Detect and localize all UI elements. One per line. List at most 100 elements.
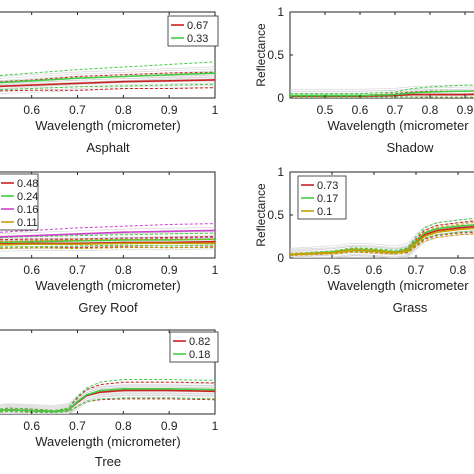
x-tick-label: 0.6 (23, 419, 40, 433)
series-4-point (122, 242, 125, 245)
series-1-point (411, 93, 414, 96)
series-3-point (76, 233, 79, 235)
background-spectrum (0, 244, 215, 249)
series-1-point (436, 229, 438, 232)
series-1-point (76, 82, 79, 85)
plot-area (290, 217, 474, 258)
x-tick-label: 0.9 (457, 103, 474, 117)
background-spectrum (0, 76, 215, 84)
background-spectrum (0, 397, 215, 414)
legend-label: 0.18 (189, 349, 210, 361)
series-2-point (168, 73, 171, 76)
x-tick-label: 0.8 (115, 419, 132, 433)
series-2-line (0, 387, 215, 413)
background-spectrum (0, 382, 215, 406)
series-3-upper-band (0, 223, 215, 233)
series-3-lower-band (290, 233, 474, 256)
background-spectrum (0, 227, 215, 235)
series-1-point (168, 389, 171, 392)
background-spectrum (290, 84, 474, 90)
y-tick-label: 1 (277, 165, 284, 179)
chart-panel-shadow: 0.5 0.6 0.7 0.8 0.9 0 0.5 1 Wavelength (micromet… (254, 5, 474, 155)
series-2-point (436, 227, 438, 230)
series-3-point (214, 229, 215, 232)
series-2-point (168, 387, 171, 390)
panel-caption: Shadow (387, 140, 435, 155)
legend-box (169, 331, 219, 363)
x-tick-label: 1 (212, 263, 219, 277)
series-2-point (85, 393, 88, 396)
series-2-point (53, 410, 56, 413)
panel-caption: Asphalt (86, 140, 130, 155)
series-2-point (7, 408, 10, 411)
background-spectrum (0, 244, 215, 248)
series-2-point (457, 225, 459, 228)
legend-label: 0.24 (17, 191, 38, 203)
panel-caption: Grey Roof (78, 300, 138, 315)
series-3-point (457, 228, 459, 231)
legend-label: 0.1 (317, 206, 332, 218)
legend-label: 0.82 (189, 336, 210, 348)
x-tick-label: 0.8 (450, 263, 467, 277)
series-4-point (214, 242, 215, 245)
legend-label: 0.16 (17, 204, 38, 216)
series-2-point (214, 72, 215, 74)
series-1-point (214, 79, 215, 81)
series-1-point (122, 80, 125, 83)
x-tick-label: 0.6 (366, 263, 383, 277)
legend-label: 0.17 (317, 193, 338, 205)
background-spectrum (0, 385, 215, 407)
series-1-point (214, 240, 215, 243)
series-2-point (429, 91, 431, 93)
series-3-point (436, 231, 438, 234)
series-4-point (76, 243, 79, 246)
background-spectrum (0, 236, 215, 240)
series-1-point (168, 79, 171, 82)
series-3-point (415, 242, 417, 245)
legend-label: 0.11 (17, 217, 38, 229)
series-2-point (168, 239, 171, 241)
series-2-upper-band (0, 379, 215, 412)
y-axis-label: Reflectance (254, 23, 268, 87)
x-tick-label: 0.5 (324, 263, 341, 277)
series-2-point (214, 238, 215, 240)
series-2-upper-band (290, 217, 474, 255)
series-3-point (373, 250, 375, 253)
x-tick-label: 0.7 (387, 103, 404, 117)
legend-label: 0.48 (17, 178, 38, 190)
series-2-point (30, 79, 33, 82)
background-spectrum (290, 97, 474, 98)
x-tick-label: 0.6 (352, 103, 369, 117)
panel-caption: Grass (393, 300, 428, 315)
x-tick-label: 0.9 (161, 263, 178, 277)
x-tick-label: 1 (212, 103, 219, 117)
series-1-lower-band (0, 87, 215, 92)
y-tick-label: 1 (277, 5, 284, 19)
series-2-point (76, 400, 79, 403)
plot-area (0, 379, 215, 414)
series-3-point (30, 234, 33, 237)
series-1-point (99, 391, 102, 394)
series-1-point (457, 227, 459, 229)
series-4-upper-band (0, 238, 215, 242)
series-4-point (168, 242, 171, 245)
x-tick-label: 0.7 (69, 263, 86, 277)
x-tick-label: 1 (212, 419, 219, 433)
legend-label: 0.33 (187, 33, 208, 45)
axes-box (289, 11, 474, 99)
series-3-point (168, 230, 171, 233)
series-2-lower-band (0, 244, 215, 248)
series-3-point (290, 253, 291, 256)
x-tick-label: 0.9 (161, 419, 178, 433)
series-1-line (290, 93, 474, 98)
plot-area (0, 61, 215, 94)
series-2-point (290, 94, 291, 97)
x-tick-label: 0.7 (69, 419, 86, 433)
series-3-point (394, 251, 396, 254)
plot-area (0, 223, 215, 252)
series-2-line (290, 90, 474, 97)
x-axis-label: Wavelength (micrometer) (35, 118, 180, 133)
background-spectrum (0, 240, 215, 244)
